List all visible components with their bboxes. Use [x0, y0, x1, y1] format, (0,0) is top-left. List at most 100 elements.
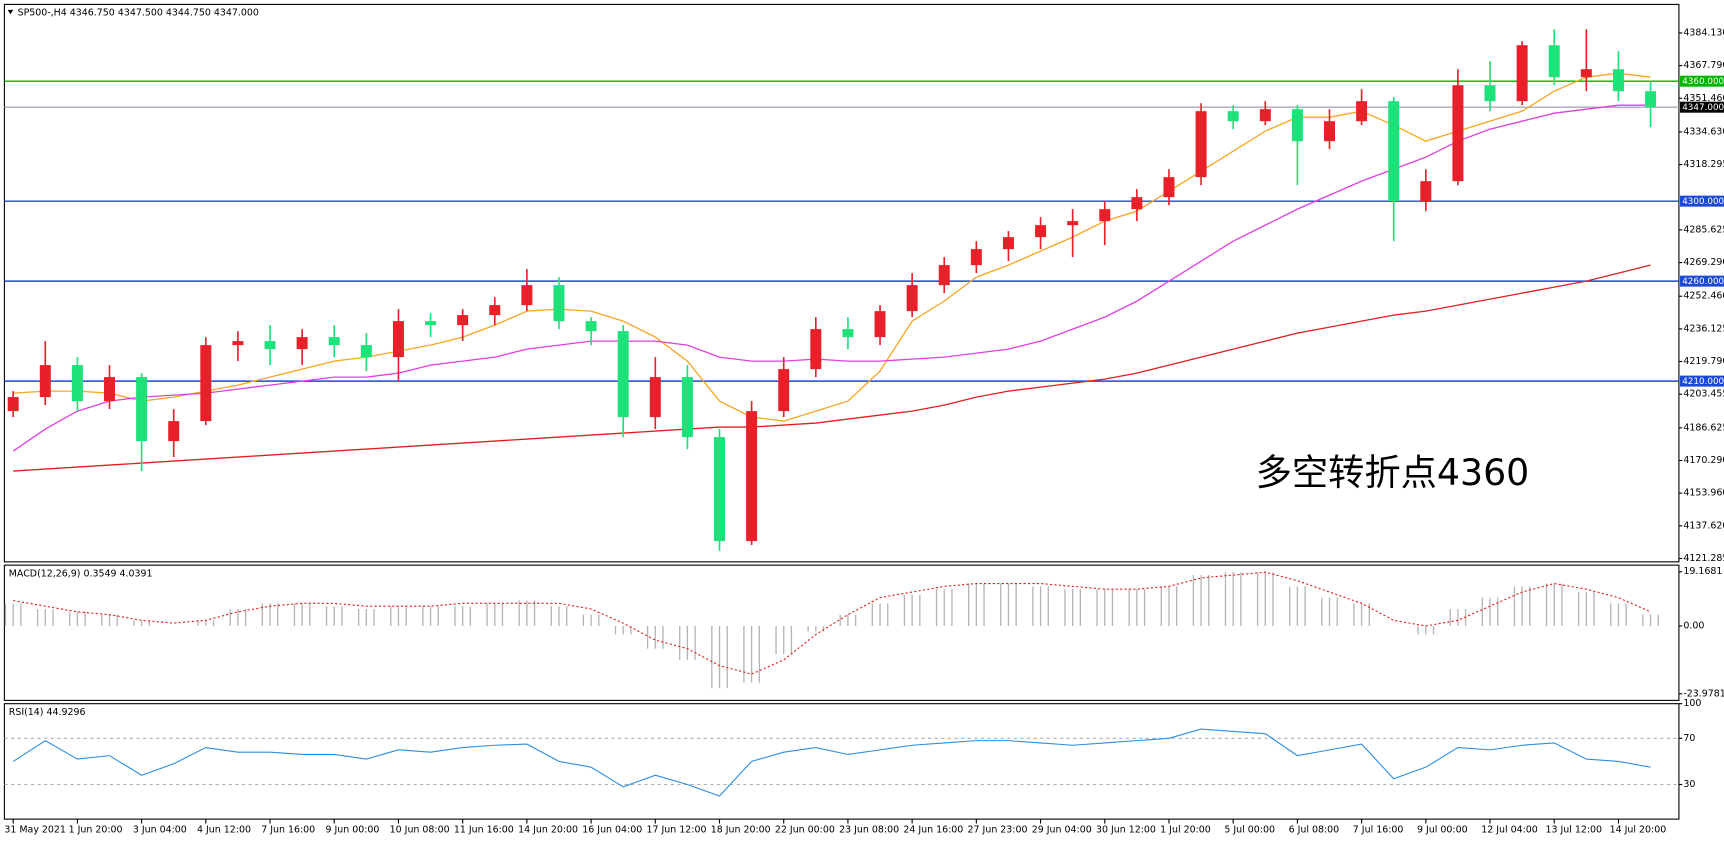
- x-tick-label: 17 Jun 12:00: [647, 825, 707, 836]
- rsi-line: [12, 728, 1651, 797]
- y-tick-label: 19.1681: [1683, 566, 1722, 577]
- x-tick-label: 16 Jun 04:00: [582, 825, 642, 836]
- candle-body: [1035, 225, 1047, 238]
- candle-body: [585, 321, 597, 332]
- moving-average: [13, 264, 1651, 472]
- candle-body: [1067, 221, 1079, 226]
- x-tick-label: 11 Jun 16:00: [454, 825, 514, 836]
- candle-body: [360, 345, 372, 358]
- y-tick-label: 0.00: [1683, 620, 1704, 631]
- x-tick-label: 1 Jun 20:00: [69, 825, 123, 836]
- x-tick-label: 14 Jul 20:00: [1610, 825, 1667, 836]
- y-tick-label: 4236.125: [1683, 323, 1724, 334]
- price-panel: [3, 3, 1680, 563]
- candle-body: [200, 345, 212, 422]
- x-tick-label: 1 Jul 20:00: [1160, 825, 1211, 836]
- candle-body: [1388, 101, 1400, 202]
- x-tick-label: 4 Jun 12:00: [197, 825, 251, 836]
- candle-body: [874, 311, 886, 338]
- x-tick-label: 14 Jun 20:00: [518, 825, 578, 836]
- x-tick-label: 27 Jun 23:00: [968, 825, 1028, 836]
- candle-body: [392, 321, 404, 358]
- candle-body: [1131, 197, 1143, 210]
- x-tick-label: 12 Jul 04:00: [1481, 825, 1538, 836]
- x-tick-label: 7 Jun 16:00: [261, 825, 315, 836]
- candle-body: [1163, 177, 1175, 198]
- level-label: 4300.000: [1682, 197, 1724, 207]
- x-tick-label: 29 Jun 04:00: [1032, 825, 1092, 836]
- y-tick-label: 4137.620: [1683, 520, 1724, 531]
- candle-body: [1291, 109, 1303, 142]
- level-label: 4347.000: [1682, 103, 1724, 113]
- candle-body: [1612, 69, 1624, 92]
- candle-body: [1324, 121, 1336, 142]
- y-tick-label: 4269.290: [1683, 257, 1724, 268]
- y-tick-label: 4203.455: [1683, 389, 1724, 400]
- y-tick-label: 4219.790: [1683, 356, 1724, 367]
- level-label-box: [1680, 75, 1724, 87]
- y-tick-label: 4318.295: [1683, 159, 1724, 170]
- candle-body: [457, 315, 469, 326]
- candle-body: [328, 337, 340, 346]
- annotation: 多空转折点4360: [1256, 451, 1530, 494]
- candle-body: [938, 265, 950, 286]
- candle-body: [1002, 237, 1014, 250]
- candle-body: [168, 421, 180, 442]
- y-tick-label: 4170.290: [1683, 455, 1724, 466]
- candle-body: [425, 321, 437, 326]
- candle-body: [136, 377, 148, 442]
- candle-body: [617, 331, 629, 418]
- candle-body: [296, 337, 308, 350]
- x-tick-label: 23 Jun 08:00: [839, 825, 899, 836]
- candle-body: [1227, 111, 1239, 122]
- y-tick-label: 4384.130: [1683, 27, 1724, 38]
- level-label: 4260.000: [1682, 277, 1724, 287]
- chart-title: SP500-,H4 4346.750 4347.500 4344.750 434…: [18, 8, 259, 19]
- x-tick-label: 3 Jun 04:00: [133, 825, 187, 836]
- y-tick-label: 4252.460: [1683, 291, 1724, 302]
- y-tick-label: 4351.460: [1683, 93, 1724, 104]
- candle-body: [104, 377, 116, 402]
- candle-body: [7, 397, 19, 412]
- x-tick-label: 5 Jul 00:00: [1224, 825, 1275, 836]
- y-tick-label: 4153.960: [1683, 488, 1724, 499]
- y-tick-label: -23.9781: [1683, 688, 1724, 699]
- candle-body: [264, 341, 276, 350]
- candle-body: [1516, 45, 1528, 102]
- y-tick-label: 30: [1683, 779, 1695, 790]
- candle-body: [681, 377, 693, 438]
- x-tick-label: 9 Jul 00:00: [1417, 825, 1468, 836]
- candle-body: [1356, 101, 1368, 122]
- candle-body: [970, 249, 982, 266]
- candle-body: [521, 285, 533, 306]
- candle-body: [1484, 85, 1496, 102]
- candle-body: [1645, 91, 1657, 108]
- rsi-panel: [3, 703, 1680, 820]
- candle-body: [1452, 85, 1464, 182]
- x-tick-label: 30 Jun 12:00: [1096, 825, 1156, 836]
- macd-panel: [3, 564, 1680, 701]
- x-tick-label: 7 Jul 16:00: [1353, 825, 1404, 836]
- moving-average: [13, 72, 1651, 422]
- candle-body: [842, 329, 854, 338]
- x-tick-label: 10 Jun 08:00: [390, 825, 450, 836]
- candle-body: [489, 305, 501, 316]
- menu-arrow: [7, 9, 14, 15]
- y-tick-label: 4121.285: [1683, 553, 1724, 564]
- candle-body: [71, 365, 83, 402]
- candle-body: [39, 365, 51, 398]
- x-tick-label: 9 Jun 00:00: [325, 825, 379, 836]
- candle-body: [906, 285, 918, 312]
- x-tick-label: 24 Jun 16:00: [903, 825, 963, 836]
- candle-body: [810, 329, 822, 370]
- candle-body: [232, 341, 244, 346]
- y-tick-label: 4186.625: [1683, 422, 1724, 433]
- level-label-box: [1680, 375, 1724, 387]
- level-label-box: [1680, 275, 1724, 287]
- level-label: 4360.000: [1682, 77, 1724, 87]
- y-tick-label: 100: [1683, 698, 1701, 709]
- macd-title: MACD(12,26,9) 0.3549 4.0391: [9, 568, 153, 579]
- level-label-box: [1680, 101, 1724, 113]
- level-label: 4210.000: [1682, 377, 1724, 387]
